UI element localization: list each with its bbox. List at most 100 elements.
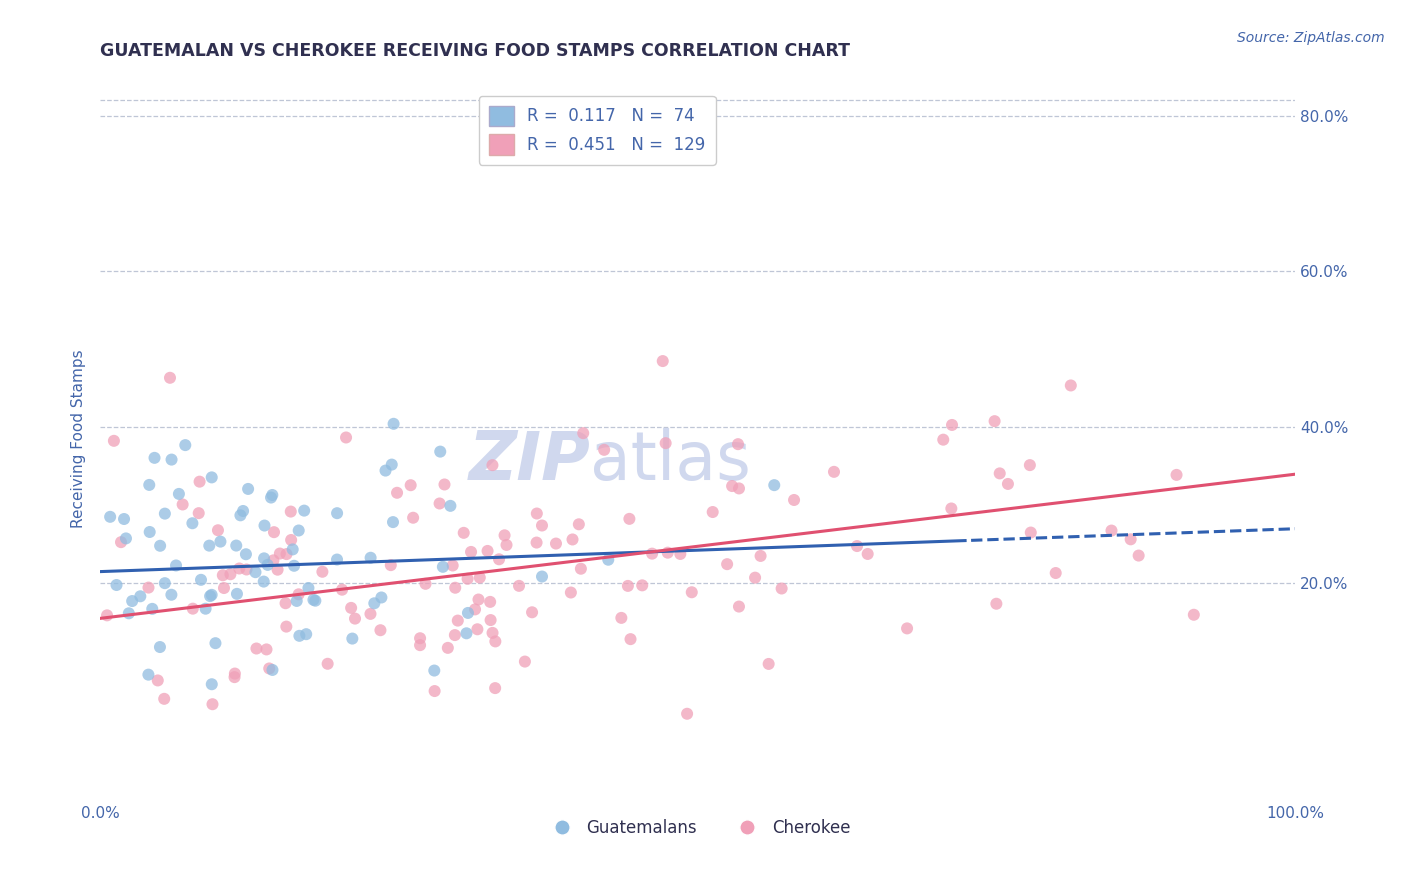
Point bbox=[121, 594, 143, 608]
Point bbox=[118, 607, 141, 621]
Point bbox=[484, 681, 506, 695]
Point bbox=[437, 640, 460, 655]
Point bbox=[262, 553, 284, 567]
Point bbox=[292, 503, 315, 517]
Point bbox=[236, 482, 259, 496]
Point bbox=[283, 558, 305, 573]
Point bbox=[165, 558, 187, 573]
Point bbox=[598, 552, 620, 566]
Point bbox=[342, 632, 364, 646]
Point bbox=[287, 587, 309, 601]
Point bbox=[457, 572, 479, 586]
Point bbox=[262, 488, 284, 502]
Point bbox=[201, 588, 224, 602]
Point bbox=[530, 569, 553, 583]
Point bbox=[374, 464, 396, 478]
Point bbox=[423, 664, 446, 678]
Point bbox=[560, 585, 582, 599]
Point bbox=[526, 535, 548, 549]
Point bbox=[188, 475, 211, 489]
Point bbox=[651, 354, 673, 368]
Point bbox=[763, 478, 786, 492]
Point bbox=[330, 582, 353, 597]
Point bbox=[274, 596, 297, 610]
Point bbox=[287, 524, 309, 538]
Point bbox=[141, 602, 163, 616]
Point bbox=[212, 581, 235, 595]
Point bbox=[530, 518, 553, 533]
Point bbox=[544, 536, 567, 550]
Point bbox=[146, 673, 169, 688]
Point bbox=[285, 594, 308, 608]
Point bbox=[749, 549, 772, 563]
Point bbox=[103, 434, 125, 448]
Point bbox=[429, 444, 451, 458]
Point bbox=[235, 547, 257, 561]
Point bbox=[204, 636, 226, 650]
Point bbox=[153, 507, 176, 521]
Text: atlas: atlas bbox=[591, 428, 751, 494]
Point bbox=[174, 438, 197, 452]
Point bbox=[207, 523, 229, 537]
Point bbox=[568, 517, 591, 532]
Point bbox=[988, 467, 1011, 481]
Point bbox=[846, 539, 869, 553]
Point bbox=[194, 601, 217, 615]
Point bbox=[1182, 607, 1205, 622]
Point bbox=[245, 641, 267, 656]
Point bbox=[783, 493, 806, 508]
Point bbox=[702, 505, 724, 519]
Point bbox=[311, 565, 333, 579]
Point bbox=[1018, 458, 1040, 472]
Point bbox=[477, 544, 499, 558]
Point bbox=[219, 567, 242, 582]
Point bbox=[986, 597, 1008, 611]
Point bbox=[224, 670, 246, 684]
Point bbox=[316, 657, 339, 671]
Point bbox=[716, 557, 738, 571]
Point bbox=[381, 458, 404, 472]
Point bbox=[160, 588, 183, 602]
Point bbox=[457, 606, 479, 620]
Point bbox=[654, 436, 676, 450]
Point bbox=[744, 571, 766, 585]
Point bbox=[467, 622, 489, 636]
Point bbox=[823, 465, 845, 479]
Point bbox=[138, 667, 160, 681]
Point bbox=[225, 539, 247, 553]
Point bbox=[856, 547, 879, 561]
Text: GUATEMALAN VS CHEROKEE RECEIVING FOOD STAMPS CORRELATION CHART: GUATEMALAN VS CHEROKEE RECEIVING FOOD ST… bbox=[100, 42, 851, 60]
Point bbox=[669, 547, 692, 561]
Point bbox=[198, 539, 221, 553]
Point bbox=[941, 417, 963, 432]
Point bbox=[727, 437, 749, 451]
Point bbox=[593, 442, 616, 457]
Point bbox=[402, 510, 425, 524]
Point bbox=[288, 629, 311, 643]
Point bbox=[159, 371, 181, 385]
Point bbox=[433, 477, 456, 491]
Point bbox=[728, 482, 751, 496]
Point bbox=[359, 607, 381, 621]
Point bbox=[276, 619, 298, 633]
Point bbox=[105, 578, 128, 592]
Point bbox=[495, 538, 517, 552]
Point bbox=[1128, 549, 1150, 563]
Point bbox=[447, 614, 470, 628]
Point bbox=[297, 581, 319, 595]
Point bbox=[280, 533, 302, 547]
Point bbox=[941, 501, 963, 516]
Point bbox=[1166, 467, 1188, 482]
Text: Source: ZipAtlas.com: Source: ZipAtlas.com bbox=[1237, 31, 1385, 45]
Point bbox=[631, 578, 654, 592]
Point bbox=[253, 574, 276, 589]
Point bbox=[467, 592, 489, 607]
Point bbox=[721, 479, 744, 493]
Point bbox=[657, 546, 679, 560]
Point bbox=[464, 602, 486, 616]
Point bbox=[269, 547, 291, 561]
Point bbox=[181, 601, 204, 615]
Point bbox=[932, 433, 955, 447]
Point bbox=[758, 657, 780, 671]
Point bbox=[276, 547, 298, 561]
